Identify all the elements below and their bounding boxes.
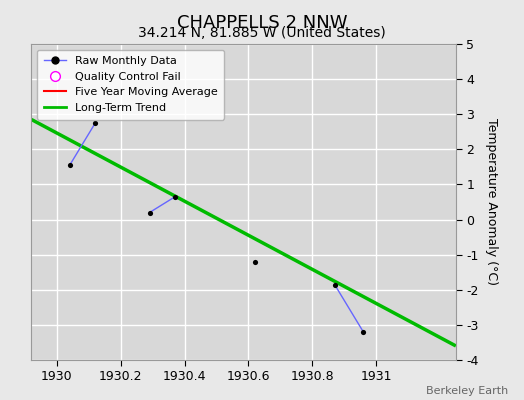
Legend: Raw Monthly Data, Quality Control Fail, Five Year Moving Average, Long-Term Tren: Raw Monthly Data, Quality Control Fail, … xyxy=(37,50,224,120)
Point xyxy=(66,162,74,168)
Text: 34.214 N, 81.885 W (United States): 34.214 N, 81.885 W (United States) xyxy=(138,26,386,40)
Y-axis label: Temperature Anomaly (°C): Temperature Anomaly (°C) xyxy=(485,118,498,286)
Point xyxy=(331,281,339,288)
Point xyxy=(145,209,154,216)
Text: CHAPPELLS 2 NNW: CHAPPELLS 2 NNW xyxy=(177,14,347,32)
Point xyxy=(250,258,259,265)
Point xyxy=(91,120,100,126)
Text: Berkeley Earth: Berkeley Earth xyxy=(426,386,508,396)
Point xyxy=(171,194,179,200)
Point xyxy=(359,329,367,335)
